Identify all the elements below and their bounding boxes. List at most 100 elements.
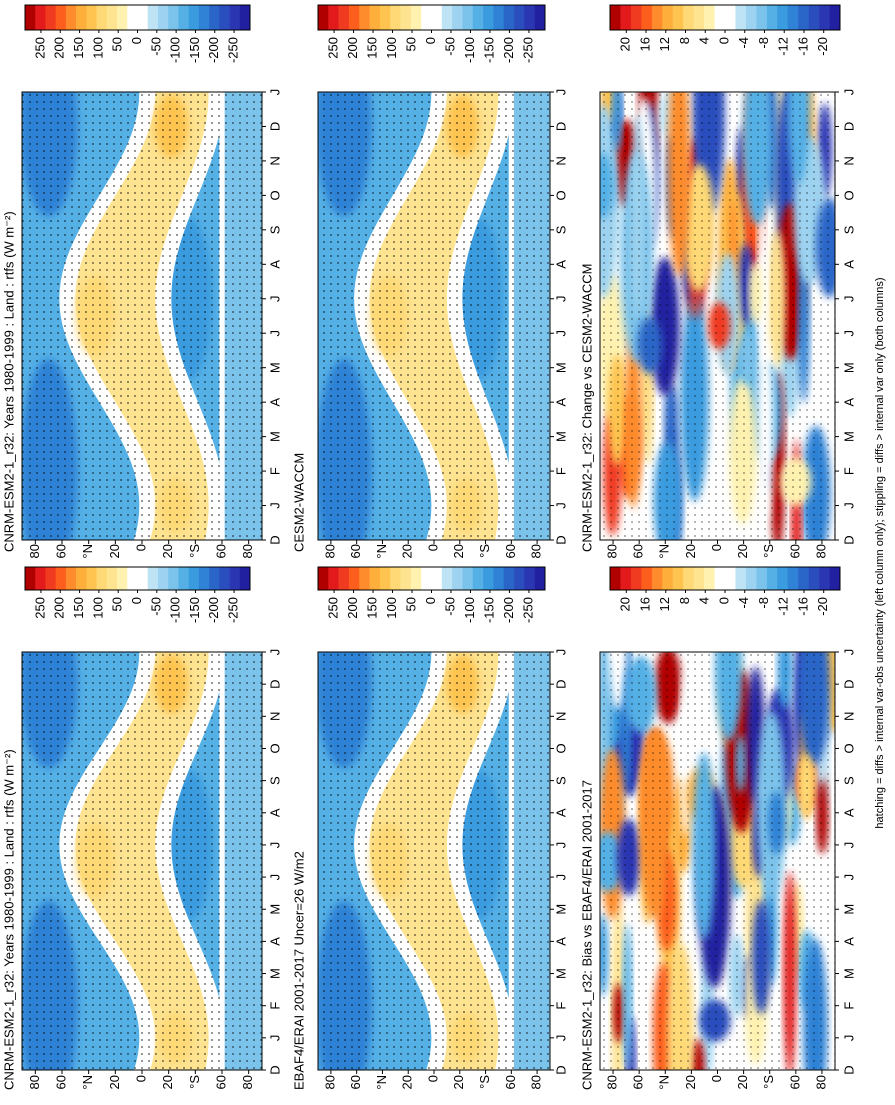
colorbar-tick-label: 12 <box>657 597 672 611</box>
colorbar-segment <box>410 567 422 590</box>
colorbar-segment <box>25 567 36 590</box>
colorbar-segment <box>421 5 432 30</box>
colorbar-segment <box>745 567 757 590</box>
x-tick-label: J <box>553 502 568 509</box>
colorbar-tick-label: -16 <box>795 597 810 616</box>
y-tick-label: 80 <box>529 544 544 558</box>
x-tick-label: J <box>841 649 856 656</box>
colorbar-tick-label: 250 <box>32 37 47 59</box>
x-tick-label: N <box>267 712 282 721</box>
colorbar-segment <box>328 5 339 30</box>
stipple <box>600 92 835 540</box>
field <box>318 652 550 1070</box>
colorbar-segment <box>410 5 422 30</box>
colorbar-segment <box>819 567 830 590</box>
colorbar-tick-label: 150 <box>364 597 379 619</box>
colorbar-segment <box>514 5 525 30</box>
y-tick-label: 80 <box>604 1075 619 1089</box>
colorbar-tick-label: 250 <box>326 37 341 59</box>
y-tick-label: 80 <box>27 544 42 558</box>
y-tick-label: 60 <box>631 1075 646 1089</box>
colorbar-tick-label: 200 <box>52 37 67 59</box>
field <box>22 652 262 1070</box>
x-tick-label: M <box>841 431 856 442</box>
y-tick-label: 0 <box>709 544 724 551</box>
colorbar-segment <box>524 5 535 30</box>
colorbar-tick-label: 0 <box>129 37 144 44</box>
colorbar-tick-label: -50 <box>442 37 457 56</box>
colorbar-segment <box>198 567 210 590</box>
colorbar-segment <box>369 5 381 30</box>
colorbar-segment <box>239 567 251 590</box>
x-tick-label: J <box>841 296 856 303</box>
y-tick-label: °N <box>80 1075 95 1090</box>
colorbar-segment <box>137 5 149 30</box>
y-tick-label: 80 <box>27 1075 42 1089</box>
colorbar-tick-label: 8 <box>677 37 692 44</box>
colorbar-segment <box>620 567 632 590</box>
colorbar-segment <box>493 5 505 30</box>
x-tick-label: A <box>841 808 856 817</box>
stipple <box>318 92 550 540</box>
x-tick-label: A <box>267 260 282 269</box>
y-tick-label: 60 <box>503 1075 518 1089</box>
y-tick-label: 60 <box>53 1075 68 1089</box>
colorbar-tick-label: -8 <box>756 37 771 49</box>
y-tick-label: 0 <box>709 1075 724 1082</box>
colorbar-segment <box>209 567 220 590</box>
colorbar-tick-label: 200 <box>345 37 360 59</box>
x-tick-label: D <box>841 122 856 131</box>
colorbar-segment <box>714 5 726 30</box>
colorbar-segment <box>178 567 189 590</box>
y-tick-label: 20 <box>735 544 750 558</box>
colorbar-tick-label: -200 <box>206 37 221 63</box>
colorbar-tick-label: -12 <box>776 597 791 616</box>
x-tick-label: J <box>267 874 282 881</box>
colorbar-tick-label: -8 <box>756 597 771 609</box>
panel-title: CNRM-ESM2-1_r32: Bias vs EBAF4/ERAI 2001… <box>579 780 594 1090</box>
panel-title: CNRM-ESM2-1_r32: Change vs CESM2-WACCM <box>579 264 594 552</box>
colorbar-segment <box>168 567 179 590</box>
x-tick-label: M <box>267 968 282 979</box>
x-tick-label: M <box>267 431 282 442</box>
colorbar-segment <box>219 567 230 590</box>
colorbar-segment <box>359 567 370 590</box>
colorbar-segment <box>96 567 108 590</box>
colorbar-segment <box>641 567 653 590</box>
panel-title: CNRM-ESM2-1_r32: Years 1980-1999 : Land … <box>1 749 16 1090</box>
x-tick-label: J <box>267 296 282 303</box>
colorbar-segment <box>318 567 329 590</box>
y-tick-label: 60 <box>787 544 802 558</box>
colorbar-segment <box>441 567 453 590</box>
field <box>600 652 835 1070</box>
y-tick-label: 60 <box>348 1075 363 1089</box>
colorbar-segment <box>829 5 841 30</box>
colorbar-tick-label: -4 <box>736 37 751 49</box>
colorbar-segment <box>441 5 453 30</box>
colorbar-segment <box>651 5 663 30</box>
colorbar-tick-label: 100 <box>384 37 399 59</box>
x-tick-label: A <box>841 937 856 946</box>
colorbar-tick-label: -100 <box>168 37 183 63</box>
colorbar-segment <box>610 567 621 590</box>
colorbar-tick-label: 100 <box>90 37 105 59</box>
x-tick-label: M <box>267 904 282 915</box>
panel: CNRM-ESM2-1_r32: Change vs CESM2-WACCM D J… <box>579 4 856 559</box>
colorbar-segment <box>65 567 77 590</box>
colorbar-tick-label: -20 <box>815 37 830 56</box>
x-tick-label: N <box>841 156 856 165</box>
colorbar-segment <box>704 5 715 30</box>
colorbar-segment <box>431 5 443 30</box>
colorbar-tick-label: -12 <box>776 37 791 56</box>
panel-title: CNRM-ESM2-1_r32: Years 1980-1999 : Land … <box>1 211 16 552</box>
x-tick-label: J <box>841 1035 856 1042</box>
colorbar-segment <box>777 5 789 30</box>
y-tick-label: 80 <box>322 544 337 558</box>
y-tick-label: 20 <box>107 1075 122 1089</box>
x-tick-label: J <box>553 649 568 656</box>
y-tick-label: 20 <box>735 1075 750 1089</box>
colorbar-segment <box>745 5 757 30</box>
colorbar-tick-label: -150 <box>481 37 496 63</box>
colorbar-segment <box>683 5 694 30</box>
x-tick-label: O <box>841 743 856 753</box>
